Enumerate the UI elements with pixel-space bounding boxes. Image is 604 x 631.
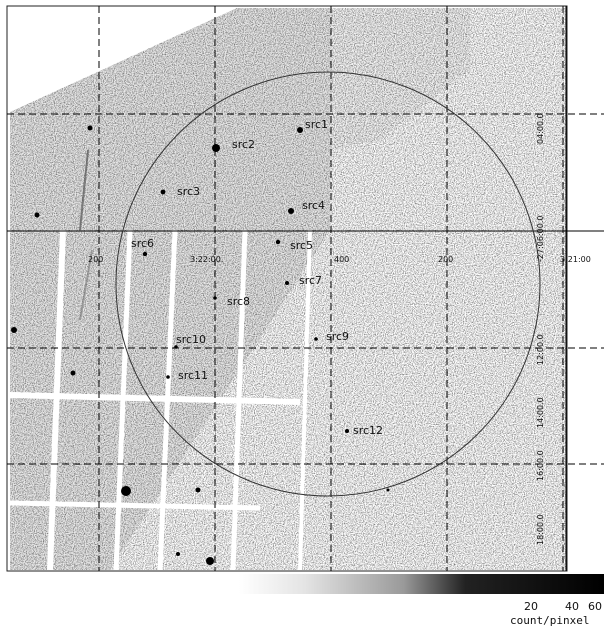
colorbar [239,574,604,594]
source-label: src8 [227,295,250,308]
source-label: src12 [353,424,383,437]
ra-tick-labels: 200 3:22:00. 400 200 3:21:00 [88,255,591,264]
ra-tick: 400 [334,255,349,264]
source-label: src6 [131,237,154,250]
colorbar-tick: 40 [565,600,579,613]
source-labels: src1 src2 src3 src4 src5 src6 src7 src8 … [131,118,383,437]
dec-tick: -27:06:00.0 [536,216,545,262]
source-label: src4 [302,199,325,212]
colorbar-unit: count/pinxel [510,614,590,627]
point-sources [11,125,390,565]
source-label: src1 [305,118,328,131]
coordinate-grid [7,6,604,571]
source-label: src3 [177,185,200,198]
dec-tick: 18:00.0 [536,514,545,545]
dec-tick: 14:00.0 [536,397,545,428]
source-label: src7 [299,274,322,287]
colorbar-ticks: 20 40 60 [0,600,604,614]
ra-tick: 200 [88,255,103,264]
dec-tick: 04:00.0 [536,113,545,144]
source-label: src2 [232,138,255,151]
dec-tick: 16:00.0 [536,450,545,481]
extraction-circle [115,71,541,497]
ra-tick: 3:22:00. [190,255,223,264]
ra-tick: 200 [438,255,453,264]
colorbar-tick: 20 [524,600,538,613]
exposure-field [8,8,566,570]
source-label: src5 [290,239,313,252]
source-label: src10 [176,333,206,346]
dec-tick: 12:00.0 [536,334,545,365]
ra-tick: 3:21:00 [560,255,591,264]
colorbar-tick: 60 [588,600,602,613]
source-label: src9 [326,330,349,343]
source-label: src11 [178,369,208,382]
dec-tick-labels: 04:00.0 -27:06:00.0 12:00.0 14:00.0 16:0… [536,113,545,545]
